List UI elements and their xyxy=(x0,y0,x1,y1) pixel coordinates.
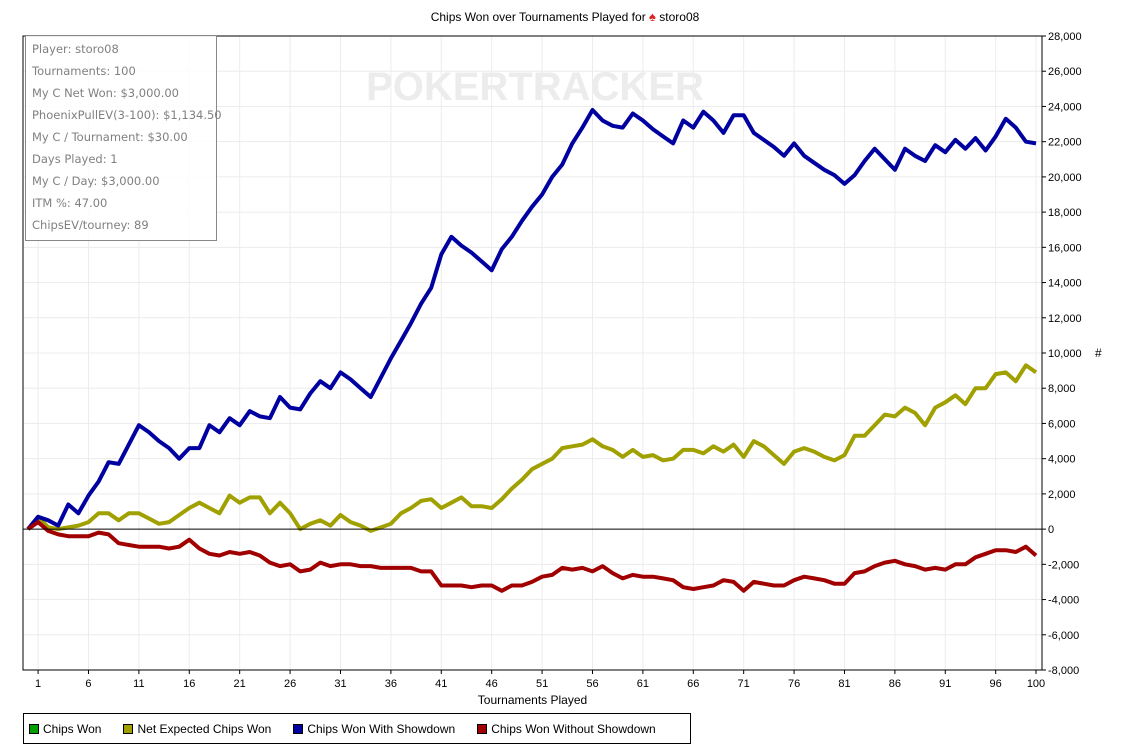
legend-label: Chips Won Without Showdown xyxy=(491,721,656,736)
y-tick-label: 24,000 xyxy=(1048,101,1082,113)
pokerstars-spade-icon: ♠ xyxy=(649,9,656,24)
info-row: ITM %: 47.00 xyxy=(32,196,108,210)
y-tick-label: 12,000 xyxy=(1048,313,1082,325)
plot-border xyxy=(22,35,1043,671)
legend-item[interactable]: Net Expected Chips Won xyxy=(123,722,271,736)
x-axis-label: Tournaments Played xyxy=(477,693,588,707)
x-tick-label: 11 xyxy=(133,678,144,690)
y-tick-label: 0 xyxy=(1048,524,1054,536)
x-tick-label: 41 xyxy=(435,678,447,690)
x-tick-label: 91 xyxy=(939,678,951,690)
x-tick-label: 61 xyxy=(637,678,649,690)
y-tick-label: -8,000 xyxy=(1048,665,1079,677)
info-row: My C / Day: $3,000.00 xyxy=(32,174,160,188)
y-tick-label: -2,000 xyxy=(1048,559,1079,571)
x-tick-label: 46 xyxy=(486,678,498,690)
y-tick-label: 28,000 xyxy=(1048,31,1082,43)
x-tick-label: 81 xyxy=(838,678,850,690)
x-tick-label: 51 xyxy=(536,678,548,690)
x-tick-label: 66 xyxy=(687,678,699,690)
legend-swatch xyxy=(293,723,304,734)
y-tick-label: 18,000 xyxy=(1048,207,1082,219)
info-row: PhoenixPullEV(3-100): $1,134.50 xyxy=(32,108,222,122)
x-tick-label: 96 xyxy=(990,678,1002,690)
x-tick-label: 71 xyxy=(738,678,750,690)
title-text: Chips Won over Tournaments Played for xyxy=(430,10,646,24)
y-tick-label: 22,000 xyxy=(1048,137,1082,149)
y-tick-label: 6,000 xyxy=(1048,418,1076,430)
title-player: storo08 xyxy=(659,10,700,24)
x-tick-label: 86 xyxy=(889,678,901,690)
y-tick-label: 16,000 xyxy=(1048,242,1082,254)
pokertracker-watermark: POKERTRACKER xyxy=(366,65,704,109)
axes: -8,000 -6,000 -4,000 -2,000 0 2,000 4,000 6,000… xyxy=(22,31,1082,690)
x-tick-label: 1 xyxy=(35,678,41,690)
x-tick-label: 31 xyxy=(334,678,346,690)
x-tick-label: 76 xyxy=(788,678,800,690)
legend-item[interactable]: Chips Won With Showdown xyxy=(293,722,455,736)
info-row: My C / Tournament: $30.00 xyxy=(32,130,188,144)
legend-label: Chips Won With Showdown xyxy=(307,721,456,736)
y-tick-label: -4,000 xyxy=(1048,595,1079,607)
legend-item[interactable]: Chips Won Without Showdown xyxy=(477,722,656,736)
legend-label: Net Expected Chips Won xyxy=(137,721,272,736)
series-line-net-expected-chips-won xyxy=(26,363,1038,533)
y-tick-label: -6,000 xyxy=(1048,630,1079,642)
x-tick-label: 21 xyxy=(234,678,246,690)
y-tick-label: 14,000 xyxy=(1048,278,1082,290)
y-tick-label: 2,000 xyxy=(1048,489,1076,501)
legend-label: Chips Won xyxy=(43,721,102,736)
legend-swatch xyxy=(123,723,134,734)
legend: Chips Won Net Expected Chips Won Chips Won… xyxy=(23,713,691,744)
y-tick-label: 10,000 xyxy=(1048,348,1082,360)
legend-swatch xyxy=(477,723,488,734)
legend-swatch xyxy=(29,723,39,734)
x-tick-label: 6 xyxy=(85,678,91,690)
x-tick-label: 56 xyxy=(586,678,598,690)
info-row: Tournaments: 100 xyxy=(32,64,136,78)
y-axis-label: # xyxy=(1095,346,1102,360)
series-line-chips-won-without-showdown xyxy=(26,520,1038,593)
x-tick-label: 16 xyxy=(183,678,195,690)
series-line-chips-won-with-showdown xyxy=(26,108,1037,531)
x-tick-label: 100 xyxy=(1027,678,1045,690)
info-row: ChipsEV/tourney: 89 xyxy=(32,218,149,232)
y-tick-label: 4,000 xyxy=(1048,454,1076,466)
x-tick-label: 36 xyxy=(385,678,397,690)
y-tick-label: 8,000 xyxy=(1048,383,1076,395)
stats-info-box: Player: storo08 Tournaments: 100 My C Net … xyxy=(25,35,222,241)
info-row: Player: storo08 xyxy=(32,42,119,56)
x-tick-label: 26 xyxy=(284,678,296,690)
legend-item[interactable]: Chips Won xyxy=(29,722,101,736)
y-tick-label: 26,000 xyxy=(1048,66,1082,78)
info-row: Days Played: 1 xyxy=(32,152,118,166)
y-tick-label: 20,000 xyxy=(1048,172,1082,184)
chart-title: Chips Won over Tournaments Played for ♠ … xyxy=(0,9,1130,24)
info-row: My C Net Won: $3,000.00 xyxy=(32,86,179,100)
series-lines xyxy=(26,108,1038,593)
